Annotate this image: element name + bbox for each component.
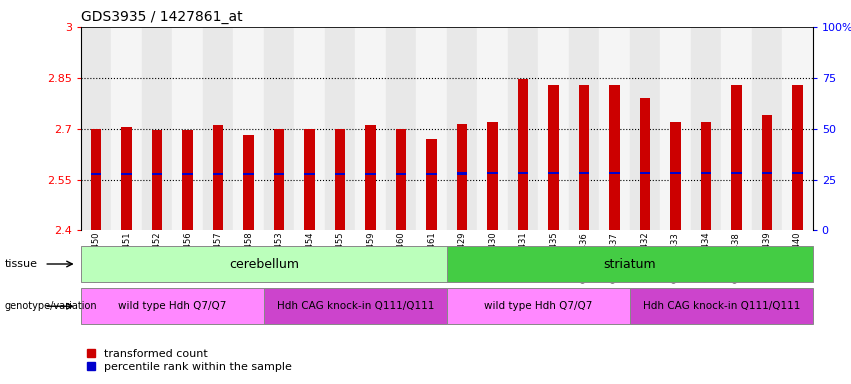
- Bar: [121, 127, 132, 230]
- Bar: [670, 122, 681, 230]
- Bar: [172, 27, 203, 230]
- Bar: [264, 288, 447, 324]
- Bar: [477, 27, 508, 230]
- Bar: [243, 136, 254, 230]
- Bar: [355, 27, 386, 230]
- Bar: [325, 27, 355, 230]
- Bar: [579, 85, 590, 230]
- Bar: [91, 173, 101, 175]
- Bar: [91, 129, 101, 230]
- Bar: [579, 172, 590, 174]
- Bar: [487, 172, 498, 174]
- Bar: [670, 172, 681, 174]
- Bar: [233, 27, 264, 230]
- Bar: [447, 27, 477, 230]
- Bar: [304, 129, 315, 230]
- Text: tissue: tissue: [4, 259, 37, 269]
- Bar: [243, 173, 254, 175]
- Bar: [396, 129, 407, 230]
- Bar: [264, 27, 294, 230]
- Bar: [599, 27, 630, 230]
- Bar: [416, 27, 447, 230]
- Bar: [365, 173, 376, 175]
- Bar: [274, 129, 284, 230]
- Bar: [731, 172, 742, 174]
- Bar: [213, 173, 224, 175]
- Bar: [640, 98, 650, 230]
- Bar: [660, 27, 691, 230]
- Bar: [609, 172, 620, 174]
- Bar: [182, 173, 193, 175]
- Bar: [151, 173, 163, 175]
- Bar: [630, 27, 660, 230]
- Bar: [121, 173, 132, 175]
- Bar: [365, 125, 376, 230]
- Text: genotype/variation: genotype/variation: [4, 301, 97, 311]
- Bar: [457, 172, 467, 175]
- Bar: [700, 172, 711, 174]
- Bar: [762, 172, 773, 174]
- Text: Hdh CAG knock-in Q111/Q111: Hdh CAG knock-in Q111/Q111: [277, 301, 434, 311]
- Bar: [334, 173, 346, 175]
- Bar: [548, 84, 559, 230]
- Bar: [426, 139, 437, 230]
- Bar: [792, 172, 802, 174]
- Bar: [182, 130, 193, 230]
- Bar: [426, 173, 437, 175]
- Text: wild type Hdh Q7/Q7: wild type Hdh Q7/Q7: [118, 301, 226, 311]
- Bar: [213, 125, 224, 230]
- Bar: [447, 288, 630, 324]
- Bar: [294, 27, 325, 230]
- Bar: [508, 27, 538, 230]
- Bar: [630, 288, 813, 324]
- Bar: [538, 27, 568, 230]
- Bar: [396, 173, 407, 175]
- Bar: [81, 246, 447, 282]
- Bar: [751, 27, 782, 230]
- Bar: [517, 172, 528, 174]
- Bar: [517, 79, 528, 230]
- Bar: [782, 27, 813, 230]
- Bar: [721, 27, 751, 230]
- Bar: [487, 122, 498, 230]
- Bar: [334, 129, 346, 230]
- Bar: [81, 288, 264, 324]
- Bar: [792, 85, 802, 230]
- Bar: [548, 172, 559, 174]
- Text: GDS3935 / 1427861_at: GDS3935 / 1427861_at: [81, 10, 243, 25]
- Legend: transformed count, percentile rank within the sample: transformed count, percentile rank withi…: [83, 344, 297, 377]
- Bar: [81, 27, 111, 230]
- Text: Hdh CAG knock-in Q111/Q111: Hdh CAG knock-in Q111/Q111: [643, 301, 800, 311]
- Bar: [447, 246, 813, 282]
- Bar: [640, 172, 650, 174]
- Bar: [142, 27, 172, 230]
- Text: striatum: striatum: [603, 258, 656, 270]
- Bar: [700, 122, 711, 230]
- Text: wild type Hdh Q7/Q7: wild type Hdh Q7/Q7: [484, 301, 592, 311]
- Bar: [457, 124, 467, 230]
- Bar: [568, 27, 599, 230]
- Bar: [762, 115, 773, 230]
- Text: cerebellum: cerebellum: [229, 258, 299, 270]
- Bar: [304, 173, 315, 175]
- Bar: [691, 27, 721, 230]
- Bar: [274, 173, 284, 175]
- Bar: [111, 27, 142, 230]
- Bar: [203, 27, 233, 230]
- Bar: [609, 85, 620, 230]
- Bar: [151, 130, 163, 230]
- Bar: [386, 27, 416, 230]
- Bar: [731, 84, 742, 230]
